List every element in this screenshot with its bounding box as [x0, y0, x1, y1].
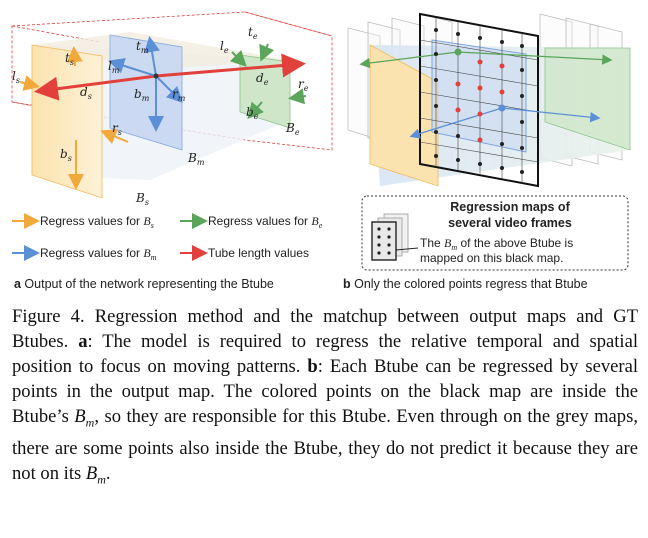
bm-region — [431, 39, 527, 153]
label-t-m: tm — [136, 39, 149, 55]
legend-be: Regress values for Be — [208, 214, 323, 230]
figure-label: Figure 4. — [12, 306, 85, 327]
t-e-arrow — [259, 43, 275, 62]
b-e-arrow — [247, 101, 264, 120]
panel-b-diagram — [347, 12, 631, 188]
label-b-m: bm — [134, 87, 150, 103]
label-l-e: le — [220, 39, 229, 55]
figure-caption: Figure 4. Regression method and the matc… — [12, 306, 639, 487]
panel-a-legend: Regress values for Bs Regress values for… — [12, 213, 323, 262]
t-s-arrow — [66, 46, 83, 67]
panel-a-caption: a Output of the network representing the… — [14, 277, 274, 291]
label-t-s: ts — [65, 51, 74, 67]
d-s-arrow — [34, 74, 157, 101]
info-box-title-1: Regression maps of — [450, 200, 570, 214]
d-e-arrow — [155, 53, 306, 78]
black-map — [419, 12, 539, 188]
label-l-s: ls — [12, 69, 20, 85]
r-e-arrow — [288, 88, 307, 105]
label-B-s: Bs — [135, 191, 149, 207]
label-d-s: ds — [80, 85, 92, 101]
l-s-arrow — [19, 75, 40, 91]
info-box-desc-2: mapped on this black map. — [420, 251, 563, 265]
r-s-arrow — [100, 129, 129, 144]
label-r-e: re — [298, 77, 309, 93]
label-b-e: be — [246, 105, 259, 121]
end-frame-b — [544, 47, 631, 151]
l-e-arrow — [229, 49, 247, 67]
label-B-e: Be — [285, 121, 300, 137]
start-frame — [31, 44, 103, 199]
label-l-m: lm — [108, 59, 120, 75]
info-box-title-2: several video frames — [448, 216, 572, 230]
label-r-m: rm — [172, 87, 186, 103]
figure-4: ls ts ds rs bs Bs tm lm bm rm Bm te le d… — [11, 11, 631, 291]
grid-points — [434, 28, 524, 174]
l-m-arrow — [108, 58, 157, 77]
label-r-s: rs — [112, 121, 122, 137]
label-b-s: bs — [60, 147, 72, 163]
legend-bm: Regress values for Bm — [40, 246, 157, 262]
label-d-e: de — [256, 71, 269, 87]
legend-bs: Regress values for Bs — [40, 214, 154, 230]
r-m-arrow — [155, 75, 183, 103]
legend-tube: Tube length values — [208, 246, 309, 260]
panel-b-info-box: Regression maps of several video frames … — [361, 195, 629, 271]
label-t-e: te — [248, 25, 258, 41]
tube-bounding-box — [11, 11, 333, 151]
panel-a-diagram: ls ts ds rs bs Bs tm lm bm rm Bm te le d… — [11, 11, 333, 207]
info-box-desc-1: The Bm of the above Btube is — [420, 236, 573, 252]
panel-b-caption: b Only the colored points regress that B… — [343, 277, 588, 291]
t-m-arrow — [144, 36, 160, 77]
label-B-m: Bm — [187, 151, 205, 167]
